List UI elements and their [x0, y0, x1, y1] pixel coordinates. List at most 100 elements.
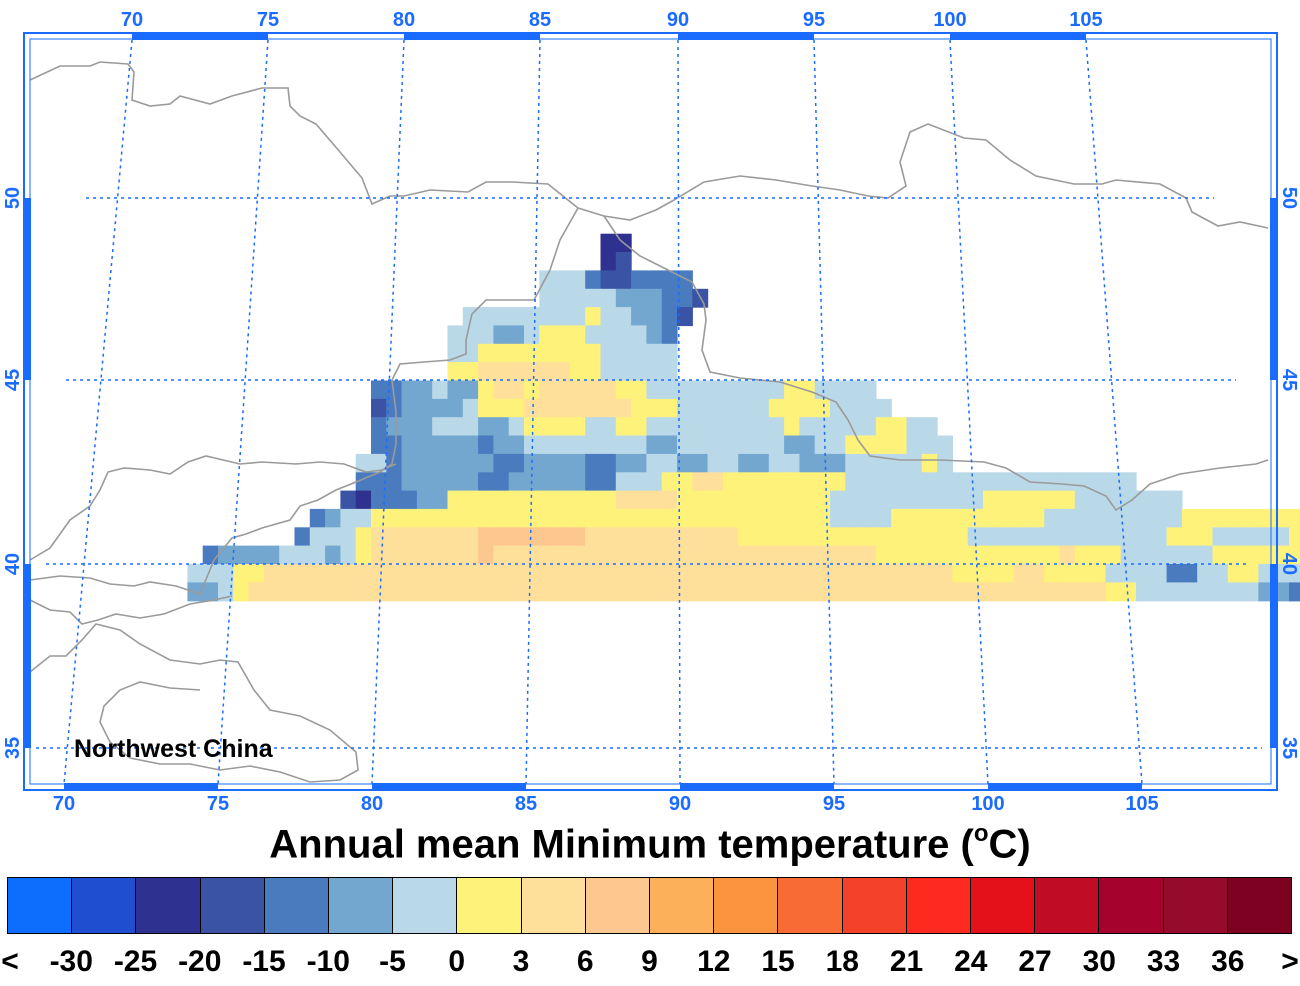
grid-cell	[569, 508, 586, 528]
grid-cell	[386, 490, 403, 510]
grid-cell	[1105, 508, 1122, 528]
grid-cell	[646, 307, 663, 327]
grid-cell	[814, 417, 831, 437]
grid-cell	[799, 417, 816, 437]
grid-cell	[952, 490, 969, 510]
grid-cell	[799, 508, 816, 528]
grid-cell	[539, 362, 556, 382]
grid-cell	[493, 582, 510, 602]
grid-cell	[1074, 564, 1091, 583]
grid-cell	[325, 508, 341, 528]
grid-cell	[921, 490, 938, 510]
grid-cell	[921, 582, 938, 602]
grid-cell	[692, 472, 709, 492]
grid-cell	[707, 380, 724, 400]
grid-cell	[462, 527, 479, 547]
grid-cell	[371, 472, 387, 492]
grid-cell	[677, 508, 693, 528]
lon-tick-label: 90	[669, 793, 691, 815]
grid-cell	[355, 582, 372, 602]
grid-cell	[233, 545, 250, 565]
grid-cell	[263, 582, 280, 602]
grid-cell	[1227, 582, 1244, 602]
grid-cell	[661, 582, 678, 602]
colorbar-swatch	[72, 878, 137, 933]
grid-cell	[753, 453, 770, 473]
grid-cell	[524, 325, 540, 345]
grid-cell	[692, 398, 709, 418]
grid-cell	[539, 343, 556, 363]
grid-cell	[569, 564, 586, 583]
degree-symbol: o	[973, 820, 989, 847]
grid-cell	[768, 380, 785, 400]
lon-tick-label: 95	[823, 793, 845, 815]
grid-cell	[615, 398, 632, 418]
grid-cell	[707, 417, 724, 437]
grid-cell	[845, 380, 862, 400]
grid-cell	[677, 288, 693, 308]
grid-cell	[952, 582, 969, 602]
grid-cell	[1120, 582, 1137, 602]
grid-cell	[983, 582, 999, 602]
grid-cell	[294, 545, 311, 565]
grid-cell	[631, 508, 647, 528]
lon-tick-label: 70	[53, 793, 75, 815]
grid-cell	[554, 545, 571, 565]
lon-tick-label: 100	[971, 793, 1004, 815]
lon-tick-label: 105	[1069, 9, 1102, 31]
grid-cell	[325, 527, 341, 547]
grid-cell	[569, 417, 586, 437]
grid-cell	[508, 417, 525, 437]
grid-cell	[478, 380, 494, 400]
grid-cell	[585, 325, 602, 345]
grid-cell	[784, 417, 800, 437]
grid-cell	[1059, 582, 1076, 602]
colorbar-swatch	[650, 878, 715, 933]
lat-tick-label: 35	[1278, 737, 1300, 759]
grid-cell	[600, 288, 617, 308]
grid-cell	[661, 288, 678, 308]
grid-cell	[569, 380, 586, 400]
grid-cell	[891, 435, 908, 455]
grid-cell	[554, 472, 571, 492]
grid-cell	[646, 564, 663, 583]
colorbar-swatch	[1163, 878, 1228, 933]
colorbar-swatch	[521, 878, 586, 933]
grid-cell	[294, 527, 311, 547]
grid-cell	[462, 582, 479, 602]
grid-cell	[371, 490, 387, 510]
grid-cell	[539, 453, 556, 473]
grid-cell	[585, 490, 602, 510]
grid-cell	[432, 453, 449, 473]
lon-tick-label: 100	[933, 9, 966, 31]
grid-cell	[998, 472, 1015, 492]
grid-cell	[447, 398, 464, 418]
grid-cell	[722, 527, 739, 547]
grid-cell	[1044, 490, 1061, 510]
grid-cell	[263, 545, 280, 565]
grid-cell	[371, 582, 387, 602]
colorbar-label: 30	[1082, 945, 1116, 978]
grid-cell	[1059, 490, 1076, 510]
grid-cell	[615, 472, 632, 492]
grid-cell	[830, 490, 846, 510]
grid-cell	[906, 490, 923, 510]
grid-cell	[478, 307, 494, 327]
grid-cell	[738, 564, 755, 583]
grid-cell	[508, 343, 525, 363]
grid-cell	[1013, 508, 1030, 528]
grid-cell	[1243, 582, 1259, 602]
grid-cell	[432, 472, 449, 492]
colorbar-label: >	[1281, 945, 1299, 978]
grid-cell	[1181, 564, 1198, 583]
grid-cell	[233, 582, 250, 602]
grid-cell	[1105, 490, 1122, 510]
grid-cell	[1044, 508, 1061, 528]
grid-cell	[600, 490, 617, 510]
grid-cell	[416, 527, 433, 547]
graticule	[36, 39, 1262, 785]
grid-cell	[309, 508, 326, 528]
grid-cell	[1212, 508, 1229, 528]
grid-cell	[661, 307, 678, 327]
grid-cell	[875, 490, 892, 510]
